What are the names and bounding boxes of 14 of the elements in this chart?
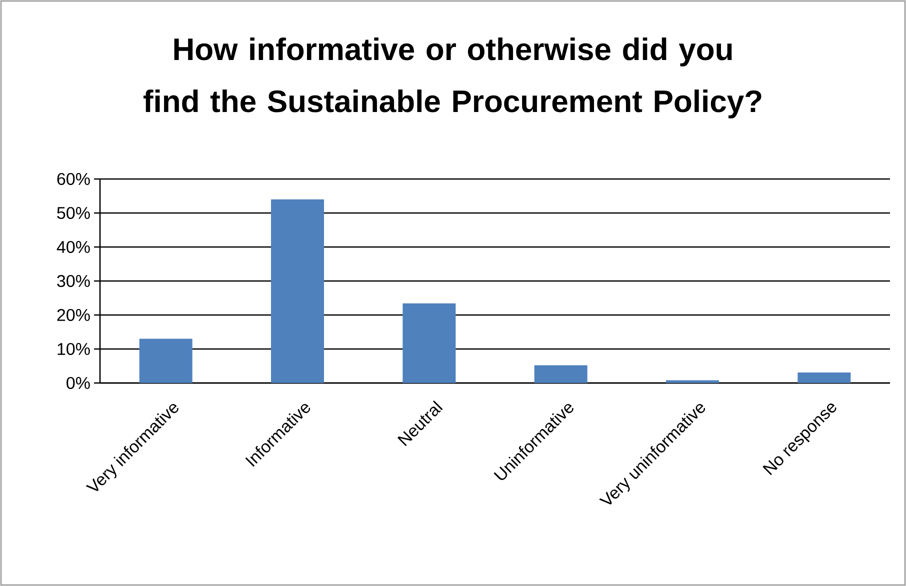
y-tick-label: 10% [58,342,90,356]
y-tick-label: 60% [57,172,90,186]
bar [666,380,719,383]
chart-title: How informative or otherwise did you find the Sustainable Procurement Policy? [143,38,762,118]
y-tick-label: 30% [57,274,90,288]
y-tick-label: 0% [66,376,90,390]
bar [798,372,851,383]
bar [402,303,456,383]
bar [139,338,192,383]
bar [271,199,324,383]
y-tick-label: 20% [57,308,90,322]
bar [534,365,588,383]
y-tick-label: 40% [56,240,90,254]
y-tick-label: 50% [57,206,90,220]
